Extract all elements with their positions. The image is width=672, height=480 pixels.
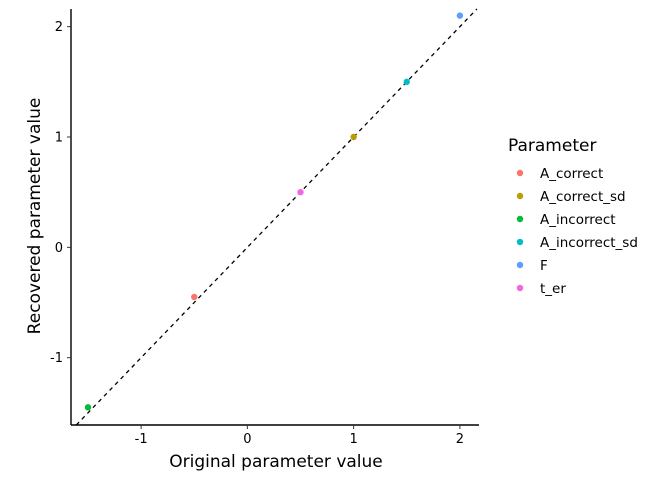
- x-tick-label: 2: [456, 432, 464, 447]
- legend-key-t-er: [516, 284, 524, 292]
- y-tick-label: -1: [50, 351, 63, 366]
- x-axis-title: Original parameter value: [169, 452, 383, 472]
- legend-label-a-incorrect: A_incorrect: [540, 212, 616, 228]
- data-point-a-incorrect: [84, 404, 92, 411]
- x-tick-label: 0: [243, 432, 251, 447]
- x-tick-label: 1: [349, 432, 357, 447]
- legend-label-a-correct-sd: A_correct_sd: [540, 189, 626, 205]
- legend-label-f: F: [540, 258, 548, 274]
- identity-reference-line: [75, 8, 478, 426]
- x-tick-label: -1: [135, 432, 148, 447]
- data-point-a-incorrect-sd: [403, 78, 410, 86]
- data-point-a-correct-sd: [350, 133, 357, 141]
- legend-key-a-incorrect-sd: [516, 238, 524, 246]
- y-tick-label: 1: [55, 131, 63, 146]
- data-point-t-er: [297, 188, 304, 196]
- legend: Parameter A_correct A_correct_sd A_incorre…: [508, 136, 638, 297]
- legend-key-a-correct: [516, 169, 524, 177]
- legend-items: A_correct A_correct_sd A_incorrect A_incorr…: [516, 166, 638, 297]
- y-tick-label: 0: [55, 241, 63, 256]
- legend-key-a-correct-sd: [516, 192, 524, 200]
- axes: -1 0 1 2 -1 0 1 2: [50, 9, 479, 447]
- legend-key-f: [516, 261, 524, 269]
- y-tick-label: 2: [55, 20, 63, 35]
- legend-label-a-incorrect-sd: A_incorrect_sd: [540, 235, 638, 251]
- legend-label-a-correct: A_correct: [540, 166, 603, 182]
- data-point-f: [456, 12, 464, 19]
- legend-label-t-er: t_er: [540, 281, 566, 297]
- data-point-a-correct: [191, 293, 198, 301]
- legend-key-a-incorrect: [516, 215, 524, 223]
- legend-title: Parameter: [508, 136, 596, 156]
- y-axis-title: Recovered parameter value: [25, 98, 45, 335]
- plot-area: [75, 8, 478, 426]
